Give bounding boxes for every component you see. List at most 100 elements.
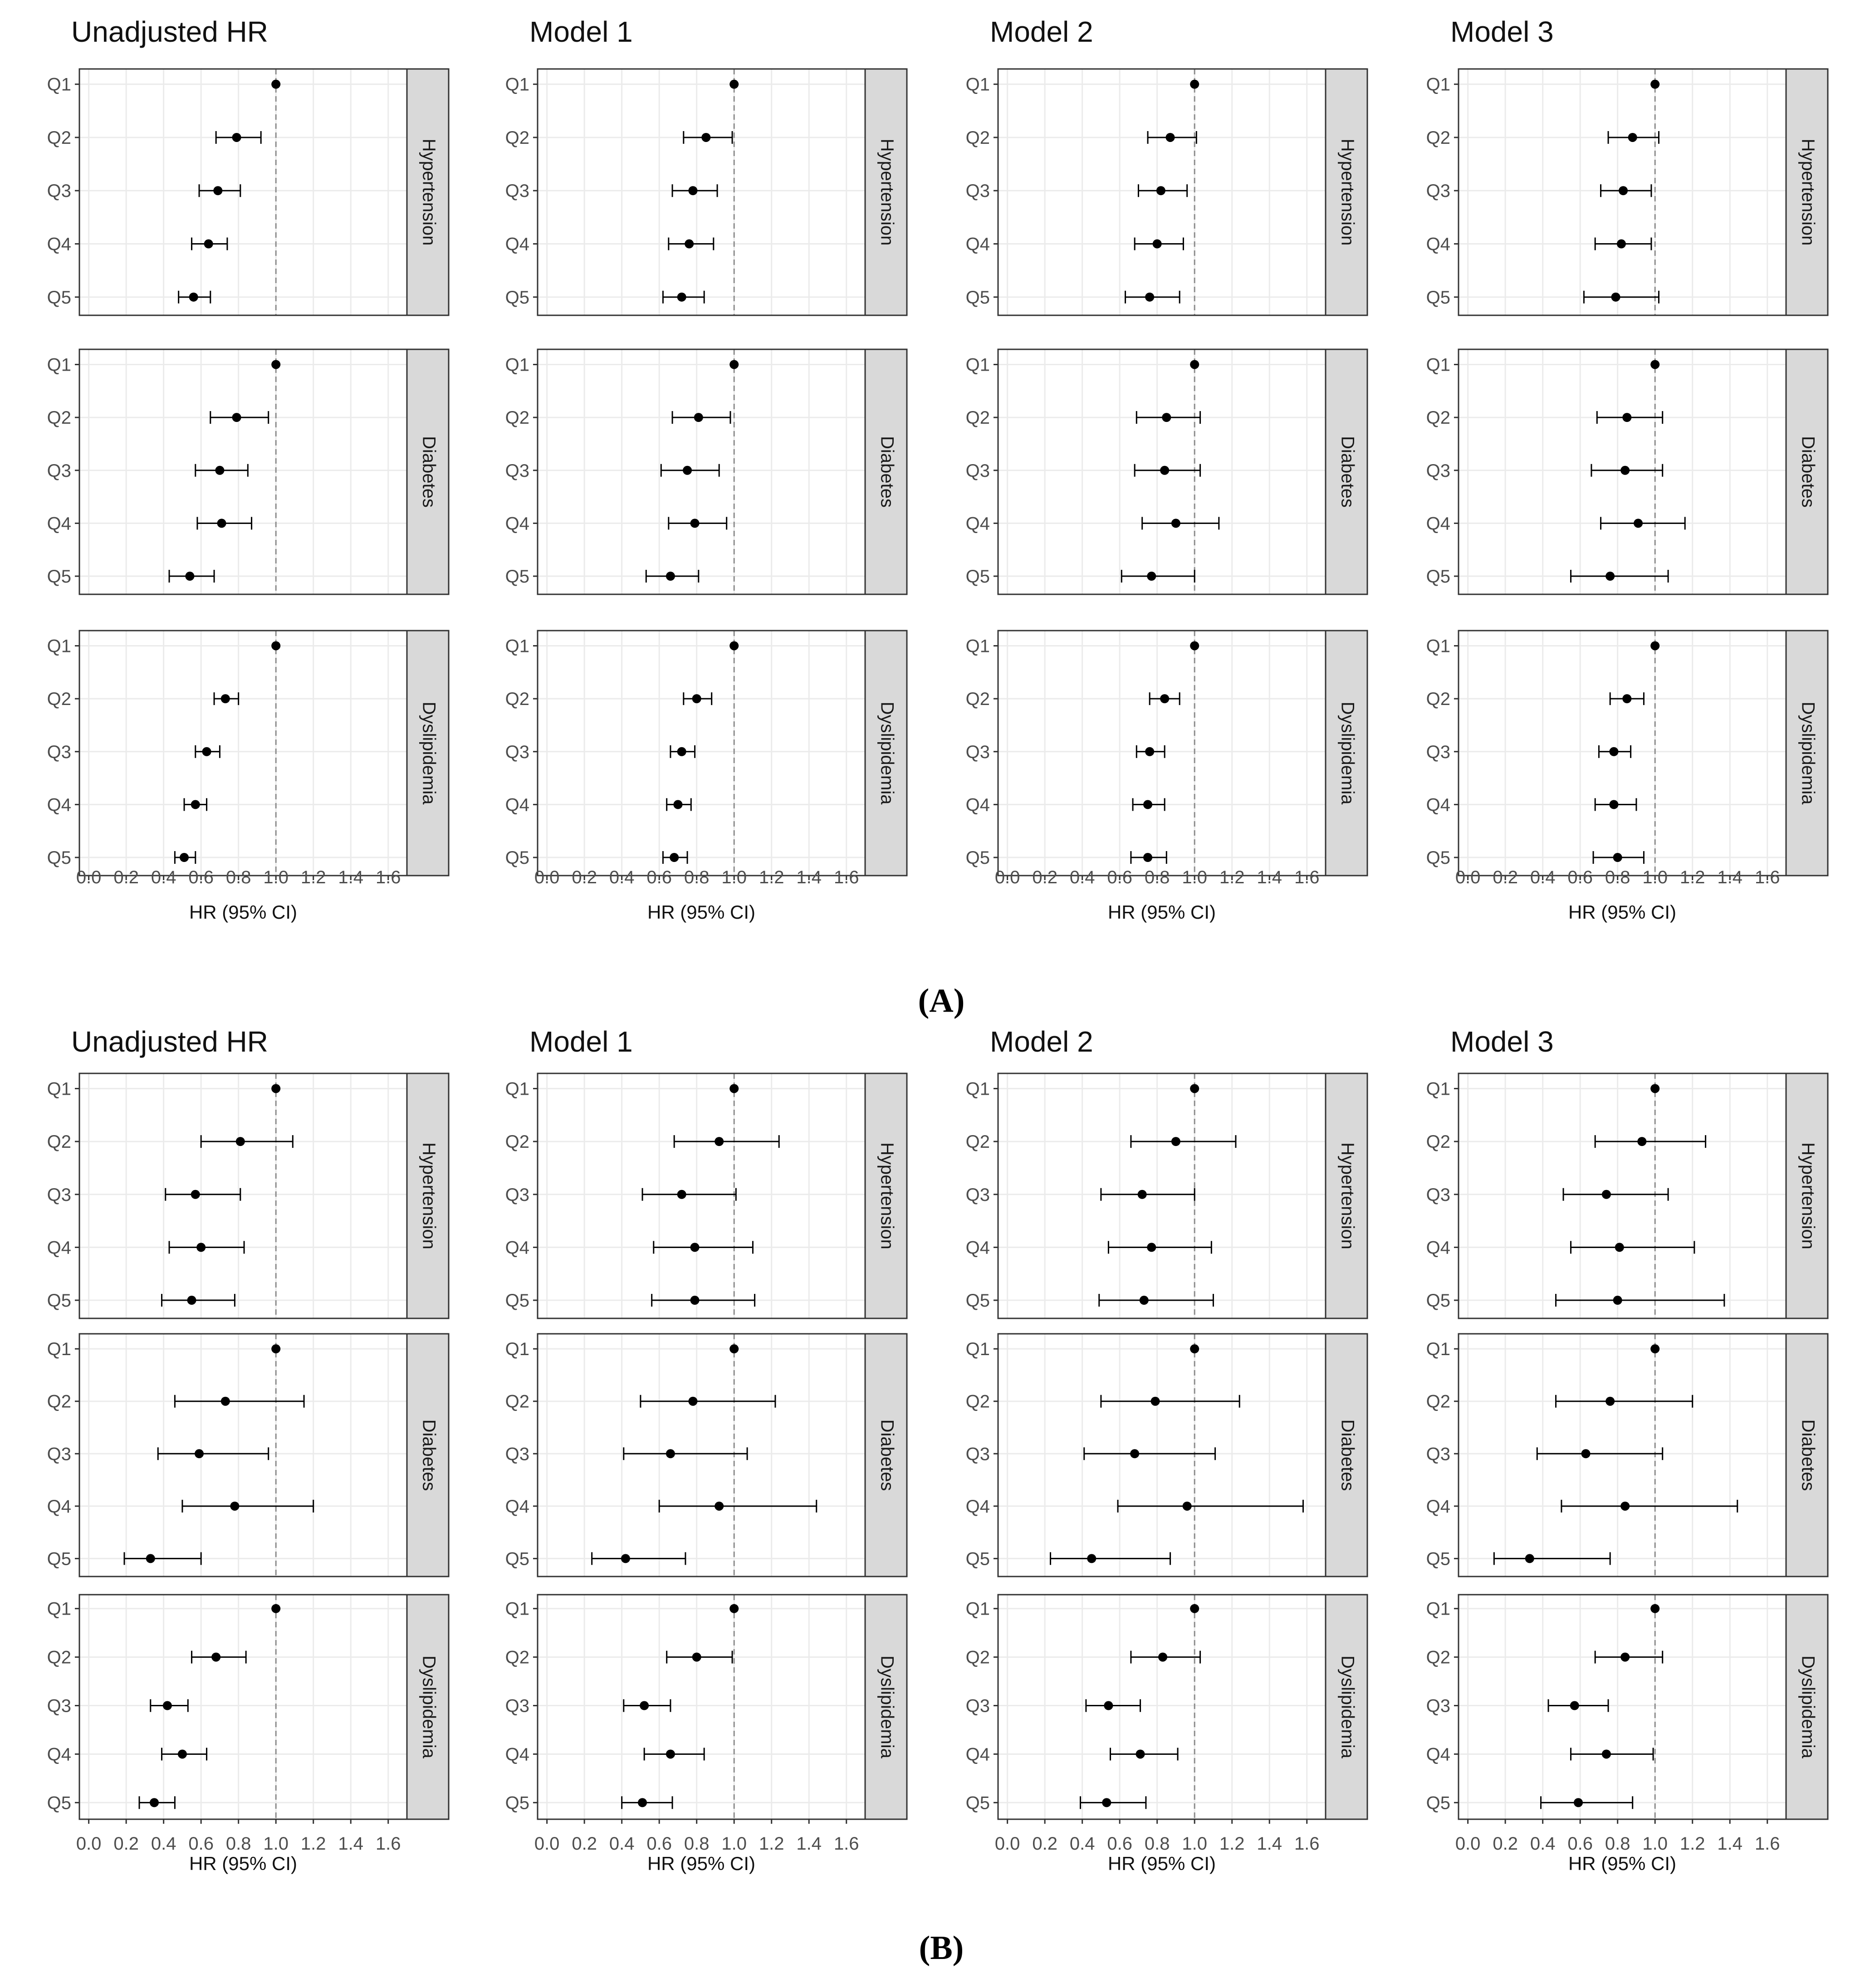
- x-tick-label: 1.2: [759, 1834, 784, 1854]
- hr-point: [204, 239, 213, 249]
- hr-point: [187, 1296, 196, 1305]
- x-axis-label: HR (95% CI): [647, 901, 755, 923]
- facet-panel: [1458, 1072, 1787, 1319]
- x-tick-label: 0.4: [1070, 867, 1095, 887]
- y-tick-label: Q5: [966, 288, 990, 308]
- y-tick-label: Q5: [505, 567, 529, 587]
- hr-point: [1145, 292, 1155, 302]
- facet-strip: [1785, 630, 1829, 876]
- y-tick-label: Q2: [966, 128, 990, 148]
- hr-point: [1611, 292, 1620, 302]
- strip-label: Diabetes: [1337, 1420, 1357, 1491]
- x-tick-label: 1.6: [1294, 867, 1320, 887]
- facet-panel: [78, 1072, 408, 1319]
- x-tick-label: 1.4: [338, 867, 363, 887]
- y-tick-label: Q4: [47, 795, 71, 815]
- hr-point: [1162, 413, 1171, 422]
- hr-point: [1160, 465, 1170, 475]
- hr-point: [1104, 1701, 1113, 1710]
- y-tick-label: Q4: [47, 1238, 71, 1258]
- x-tick-label: 0.0: [534, 1834, 560, 1854]
- hr-point: [1171, 1137, 1180, 1146]
- hr-point: [1613, 853, 1622, 862]
- x-tick-label: 0.4: [1530, 1834, 1556, 1854]
- facet-panel: [997, 1594, 1326, 1820]
- hr-point: [666, 1449, 675, 1459]
- y-tick-label: Q4: [966, 1497, 990, 1517]
- y-tick-label: Q3: [966, 181, 990, 201]
- y-tick-label: Q3: [505, 181, 529, 201]
- y-tick-label: Q1: [1426, 1599, 1450, 1619]
- strip-label: Dyslipidemia: [419, 702, 439, 805]
- facet-panel: [537, 1333, 866, 1577]
- y-tick-label: Q2: [1426, 1132, 1450, 1152]
- x-tick-label: 0.6: [1567, 867, 1593, 887]
- hr-point: [1130, 1449, 1140, 1459]
- hr-point: [220, 1396, 230, 1406]
- y-tick-label: Q4: [505, 795, 529, 815]
- hr-point: [211, 1652, 221, 1662]
- x-tick-label: 0.0: [76, 1834, 102, 1854]
- y-tick-label: Q1: [966, 636, 990, 656]
- strip-label: Dyslipidemia: [419, 1655, 439, 1758]
- strip-label: Diabetes: [1337, 436, 1357, 508]
- hr-point: [670, 853, 679, 862]
- y-tick-label: Q2: [1426, 1392, 1450, 1412]
- hr-point: [196, 1243, 206, 1252]
- y-tick-label: Q2: [505, 1392, 529, 1412]
- x-tick-label: 0.4: [609, 867, 635, 887]
- x-tick-label: 0.0: [76, 867, 102, 887]
- column-title: Model 3: [1450, 15, 1554, 48]
- x-tick-label: 0.6: [1107, 1834, 1132, 1854]
- hr-point: [729, 1604, 739, 1613]
- strip-label: Diabetes: [419, 436, 439, 508]
- hr-point: [217, 519, 226, 528]
- column-title: Unadjusted HR: [71, 15, 268, 48]
- facet-panel: [78, 348, 408, 595]
- y-tick-label: Q1: [1426, 1079, 1450, 1099]
- y-tick-label: Q2: [966, 1648, 990, 1668]
- y-tick-label: Q1: [966, 75, 990, 95]
- hr-point: [146, 1554, 155, 1563]
- hr-point: [180, 853, 189, 862]
- x-tick-label: 0.6: [646, 867, 672, 887]
- hr-point: [1158, 1652, 1168, 1662]
- column-title: Model 1: [529, 1025, 633, 1058]
- y-tick-label: Q1: [1426, 75, 1450, 95]
- y-tick-label: Q3: [505, 1185, 529, 1205]
- facet-panel: [537, 630, 866, 876]
- x-tick-label: 0.8: [226, 867, 251, 887]
- hr-point: [1620, 1501, 1630, 1511]
- hr-point: [271, 641, 281, 651]
- hr-point: [185, 572, 195, 581]
- y-tick-label: Q3: [505, 1696, 529, 1716]
- hr-point: [1143, 853, 1153, 862]
- hr-point: [692, 694, 701, 704]
- x-axis-label: HR (95% CI): [1568, 901, 1676, 923]
- hr-point: [191, 800, 200, 809]
- y-tick-label: Q1: [966, 1079, 990, 1099]
- y-tick-label: Q5: [505, 1793, 529, 1813]
- y-tick-label: Q4: [966, 1238, 990, 1258]
- hr-point: [213, 186, 223, 196]
- hr-point: [1145, 747, 1155, 756]
- y-tick-label: Q2: [1426, 128, 1450, 148]
- y-tick-label: Q4: [505, 514, 529, 534]
- x-tick-label: 1.6: [1755, 1834, 1780, 1854]
- hr-point: [232, 132, 241, 142]
- y-tick-label: Q4: [966, 795, 990, 815]
- x-tick-label: 0.2: [113, 867, 139, 887]
- y-tick-label: Q5: [47, 1291, 71, 1311]
- x-tick-label: 0.8: [684, 867, 710, 887]
- hr-point: [1650, 641, 1660, 651]
- hr-point: [1605, 1396, 1615, 1406]
- hr-point: [673, 800, 683, 809]
- hr-point: [1619, 186, 1628, 196]
- hr-point: [1616, 239, 1626, 249]
- facet-panel: [997, 1072, 1326, 1319]
- x-tick-label: 0.6: [1567, 1834, 1593, 1854]
- y-tick-label: Q3: [1426, 1444, 1450, 1464]
- facet-strip: [1325, 1072, 1368, 1319]
- y-tick-label: Q2: [1426, 689, 1450, 709]
- x-tick-label: 0.0: [995, 867, 1020, 887]
